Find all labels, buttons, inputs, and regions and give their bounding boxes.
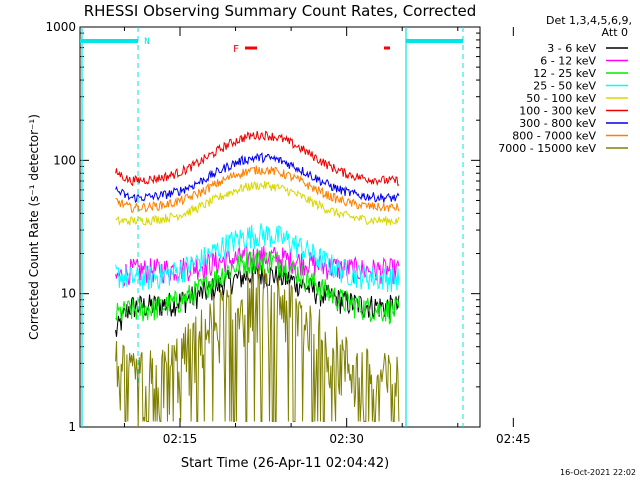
legend-label: 50 - 100 keV [526, 92, 596, 105]
series-line-2 [115, 245, 400, 287]
y-tick-label: 1 [68, 420, 76, 434]
flare-annotation: F [233, 44, 239, 55]
legend-label: 3 - 6 keV [547, 42, 596, 55]
y-axis-label: Corrected Count Rate (s⁻¹ detector⁻¹) [27, 114, 41, 340]
legend-label: 6 - 12 keV [540, 55, 596, 68]
y-tick-label: 10 [61, 287, 76, 301]
chart-title: RHESSI Observing Summary Count Rates, Co… [84, 2, 477, 20]
legend-label: 7000 - 15000 keV [498, 142, 596, 155]
series-line-8 [115, 165, 400, 213]
y-tick-label: 100 [53, 153, 76, 167]
series-line-5 [115, 180, 400, 226]
legend-label: 800 - 7000 keV [512, 130, 596, 143]
observing-overlay: NF [80, 27, 464, 427]
x-tick-label: 02:45 [496, 432, 531, 446]
footer-date: 16-Oct-2021 22:02 [560, 468, 636, 477]
y-axis: 1 10 100 1000 [45, 20, 480, 434]
legend-label: 12 - 25 keV [533, 67, 596, 80]
legend-label: 300 - 800 keV [519, 117, 596, 130]
detector-info-line2: Att 0 [602, 26, 628, 39]
series-line-9 [115, 267, 400, 428]
y-tick-label: 1000 [45, 20, 76, 34]
series-line-7 [115, 152, 400, 203]
legend-label: 100 - 300 keV [519, 105, 596, 118]
legend-label: 25 - 50 keV [533, 80, 596, 93]
series-group [115, 130, 400, 428]
series-line-4 [115, 223, 400, 293]
detector-info-line1: Det 1,3,4,5,6,9, [546, 14, 632, 27]
x-axis-label: Start Time (26-Apr-11 02:04:42) [181, 456, 389, 471]
night-annotation: N [144, 37, 149, 47]
x-tick-label: 02:15 [163, 432, 198, 446]
series-line-3 [115, 250, 400, 325]
series-line-6 [115, 130, 400, 187]
x-tick-label: 02:30 [329, 432, 364, 446]
plot-frame [79, 26, 481, 428]
